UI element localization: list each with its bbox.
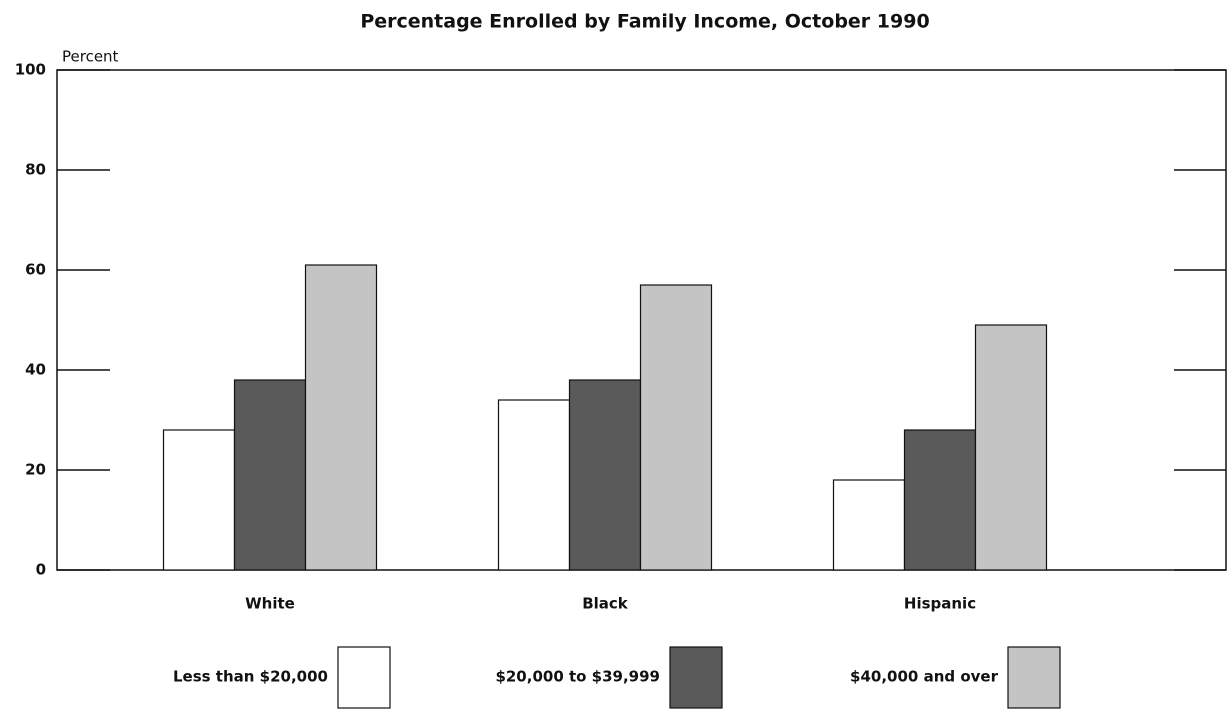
bar xyxy=(974,324,1048,571)
x-tick-label: White xyxy=(245,595,295,613)
y-axis-label: Percent xyxy=(62,48,119,66)
bar xyxy=(568,379,642,571)
chart-title: Percentage Enrolled by Family Income, Oc… xyxy=(360,11,929,33)
x-tick-label: Black xyxy=(582,595,629,613)
legend-label: $20,000 to $39,999 xyxy=(495,668,660,686)
bar xyxy=(497,399,571,571)
y-tick-label: 60 xyxy=(25,261,46,279)
y-tick-label: 0 xyxy=(36,561,46,579)
legend-swatch xyxy=(337,646,391,709)
bar xyxy=(162,429,236,571)
bar xyxy=(304,264,378,571)
x-tick-label: Hispanic xyxy=(904,595,976,613)
legend-label: Less than $20,000 xyxy=(173,668,328,686)
bar xyxy=(832,479,906,571)
bar xyxy=(903,429,977,571)
legend-swatch xyxy=(1007,646,1061,709)
legend-label: $40,000 and over xyxy=(850,668,999,686)
legend-swatch xyxy=(669,646,723,709)
y-tick-label: 80 xyxy=(25,161,46,179)
bar xyxy=(639,284,713,571)
bar xyxy=(233,379,307,571)
y-tick-label: 40 xyxy=(25,361,46,379)
y-tick-label: 100 xyxy=(15,61,46,79)
y-tick-label: 20 xyxy=(25,461,46,479)
